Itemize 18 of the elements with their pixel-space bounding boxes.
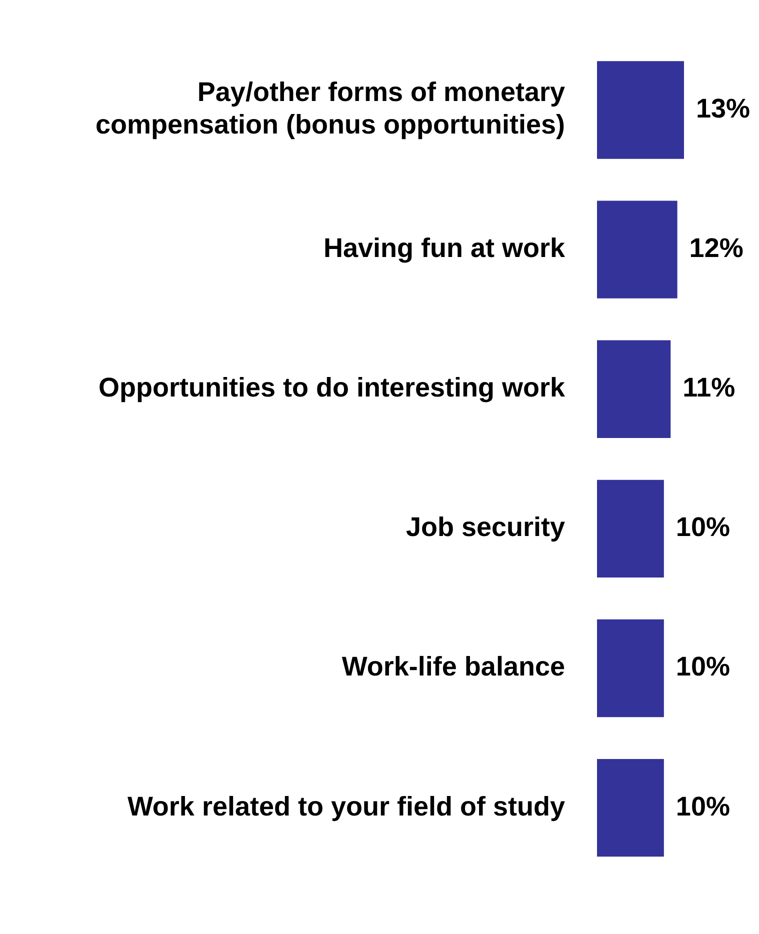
- data-label: 12%: [689, 233, 744, 264]
- bar: [597, 758, 664, 857]
- data-label: 10%: [676, 791, 730, 822]
- bar: [597, 340, 671, 438]
- bar: [597, 619, 664, 718]
- bar: [597, 480, 664, 578]
- y-tick-label: Work-life balance: [342, 652, 565, 682]
- y-tick-label: Opportunities to do interesting work: [98, 372, 566, 403]
- bar: [597, 61, 684, 159]
- data-label: 11%: [682, 372, 736, 403]
- data-label: 10%: [676, 512, 730, 542]
- y-tick-label: Pay/other forms of monetary compensation (bonus opportunities): [96, 77, 565, 140]
- y-tick-label: Work related to your field of study: [127, 791, 565, 822]
- data-label: 10%: [676, 652, 730, 682]
- y-tick-label: Job security: [406, 512, 565, 542]
- y-tick-label: Having fun at work: [323, 233, 566, 264]
- bar: [597, 200, 678, 298]
- data-label: 13%: [696, 93, 750, 124]
